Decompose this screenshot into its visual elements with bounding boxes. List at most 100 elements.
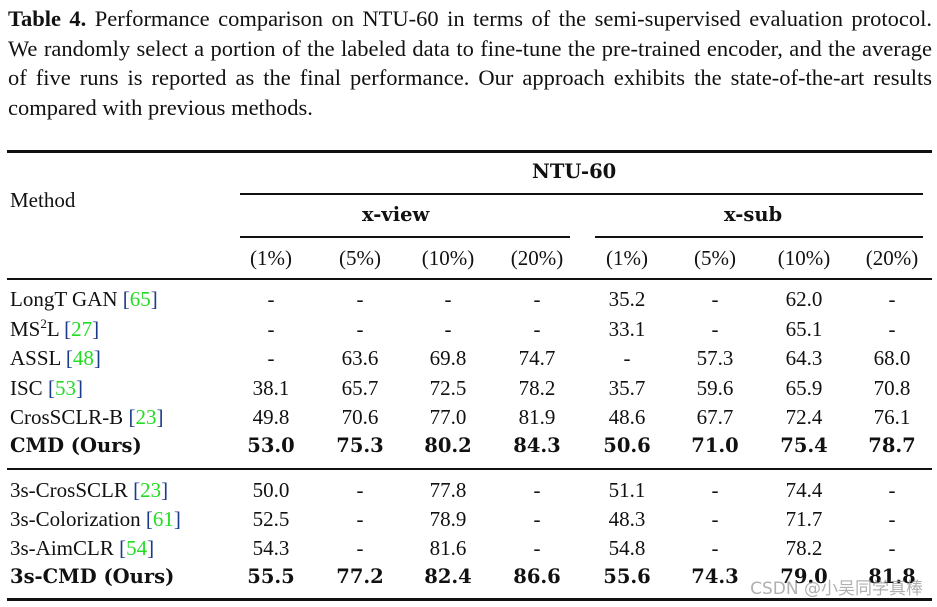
table-cell: - [267, 317, 275, 341]
citation-bracket: ] [173, 507, 181, 531]
table-cell: 55.6 [603, 565, 651, 588]
group-rule [240, 193, 923, 195]
dataset-header: NTU-60 [532, 160, 617, 183]
method-name: 3s-AimCLR [54] [10, 536, 155, 560]
caption-text: Performance comparison on NTU-60 in term… [8, 6, 932, 120]
table-cell: - [444, 287, 452, 311]
table-cell: 72.5 [429, 376, 467, 400]
table-cell: 70.6 [341, 405, 379, 429]
table-cell: - [711, 507, 719, 531]
table-cell: - [356, 536, 364, 560]
method-name: ISC [53] [10, 376, 83, 400]
table-cell: 69.8 [429, 346, 467, 370]
table-cell: 70.8 [873, 376, 911, 400]
top-rule [7, 150, 932, 153]
table-cell: - [533, 317, 541, 341]
method-name: LongT GAN [65] [10, 287, 158, 311]
table-cell: 76.1 [873, 405, 911, 429]
citation-link[interactable]: 54 [126, 536, 148, 560]
table-cell: 48.6 [608, 405, 646, 429]
table-cell: 74.7 [518, 346, 556, 370]
table-cell: 59.6 [696, 376, 734, 400]
table-cell: - [533, 478, 541, 502]
citation-link[interactable]: 53 [54, 376, 76, 400]
table-cell: - [267, 346, 275, 370]
citation-bracket: [ [119, 536, 127, 560]
column-header: (1%) [250, 246, 292, 270]
table-cell: 63.6 [341, 346, 379, 370]
table-cell: 64.3 [785, 346, 823, 370]
table-label: Table 4. [8, 6, 87, 31]
citation-link[interactable]: 27 [71, 317, 93, 341]
citation-bracket: [ [145, 507, 153, 531]
table-cell: 78.7 [868, 434, 916, 457]
watermark: CSDN @小吴同学真棒 [750, 579, 923, 599]
table-cell: - [711, 536, 719, 560]
table-cell: 80.2 [424, 434, 472, 457]
table-cell: 74.4 [785, 478, 823, 502]
table-cell: - [888, 536, 896, 560]
table-cell: 81.8 [868, 565, 916, 588]
citation-bracket: ] [92, 317, 100, 341]
table-cell: - [444, 317, 452, 341]
table-cell: - [356, 507, 364, 531]
citation-bracket: ] [156, 405, 164, 429]
table-cell: 65.7 [341, 376, 379, 400]
table-cell: - [888, 287, 896, 311]
superscript: 2 [40, 316, 47, 331]
citation-bracket: ] [93, 346, 101, 370]
table-cell: 75.4 [780, 434, 828, 457]
citation-link[interactable]: 23 [140, 478, 162, 502]
table-cell: 38.1 [252, 376, 290, 400]
citation-bracket: [ [128, 405, 136, 429]
table-cell: 78.2 [518, 376, 556, 400]
table-cell: 75.3 [336, 434, 384, 457]
group-header-x-sub: x-sub [724, 203, 783, 226]
table-cell: 53.0 [247, 434, 295, 457]
column-header: (20%) [865, 246, 919, 270]
citation-bracket: ] [161, 478, 169, 502]
table-cell: 52.5 [252, 507, 290, 531]
citation-bracket: [ [133, 478, 141, 502]
table-cell: 74.3 [691, 565, 739, 588]
table-cell: - [356, 317, 364, 341]
table-cell: 50.6 [603, 434, 651, 457]
table-cell: - [533, 507, 541, 531]
table-cell: 71.0 [691, 434, 739, 457]
table-cell: 65.9 [785, 376, 823, 400]
citation-bracket: [ [47, 376, 55, 400]
citation-bracket: ] [75, 376, 83, 400]
method-header: Method [10, 188, 76, 212]
table-cell: - [888, 478, 896, 502]
citation-link[interactable]: 48 [72, 346, 94, 370]
table-cell: - [711, 478, 719, 502]
table-cell: - [356, 478, 364, 502]
table-cell: 77.8 [429, 478, 467, 502]
bottom-rule [7, 598, 932, 601]
column-header: (5%) [694, 246, 736, 270]
mid-rule [7, 468, 932, 470]
table-cell: 84.3 [513, 434, 561, 457]
table-cell: 54.8 [608, 536, 646, 560]
citation-link[interactable]: 23 [135, 405, 157, 429]
column-header: (20%) [510, 246, 564, 270]
citation-bracket: [ [122, 287, 130, 311]
table-cell: 51.1 [608, 478, 646, 502]
table-cell: 67.7 [696, 405, 734, 429]
table-cell: 72.4 [785, 405, 823, 429]
table-cell: 33.1 [608, 317, 646, 341]
citation-bracket: [ [64, 317, 72, 341]
citation-link[interactable]: 65 [129, 287, 151, 311]
method-name: ASSL [48] [10, 346, 101, 370]
table-cell: 82.4 [424, 565, 472, 588]
table-cell: - [711, 287, 719, 311]
table-cell: 55.5 [247, 565, 295, 588]
table-cell: 54.3 [252, 536, 290, 560]
xview-rule [240, 236, 570, 238]
citation-link[interactable]: 61 [152, 507, 174, 531]
table-cell: 71.7 [785, 507, 823, 531]
method-name: 3s-CrosSCLR [23] [10, 478, 169, 502]
column-header: (10%) [421, 246, 475, 270]
method-name: 3s-Colorization [61] [10, 507, 181, 531]
table-cell: 57.3 [696, 346, 734, 370]
